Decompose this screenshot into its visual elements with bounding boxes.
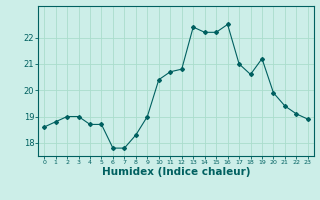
X-axis label: Humidex (Indice chaleur): Humidex (Indice chaleur) (102, 167, 250, 177)
